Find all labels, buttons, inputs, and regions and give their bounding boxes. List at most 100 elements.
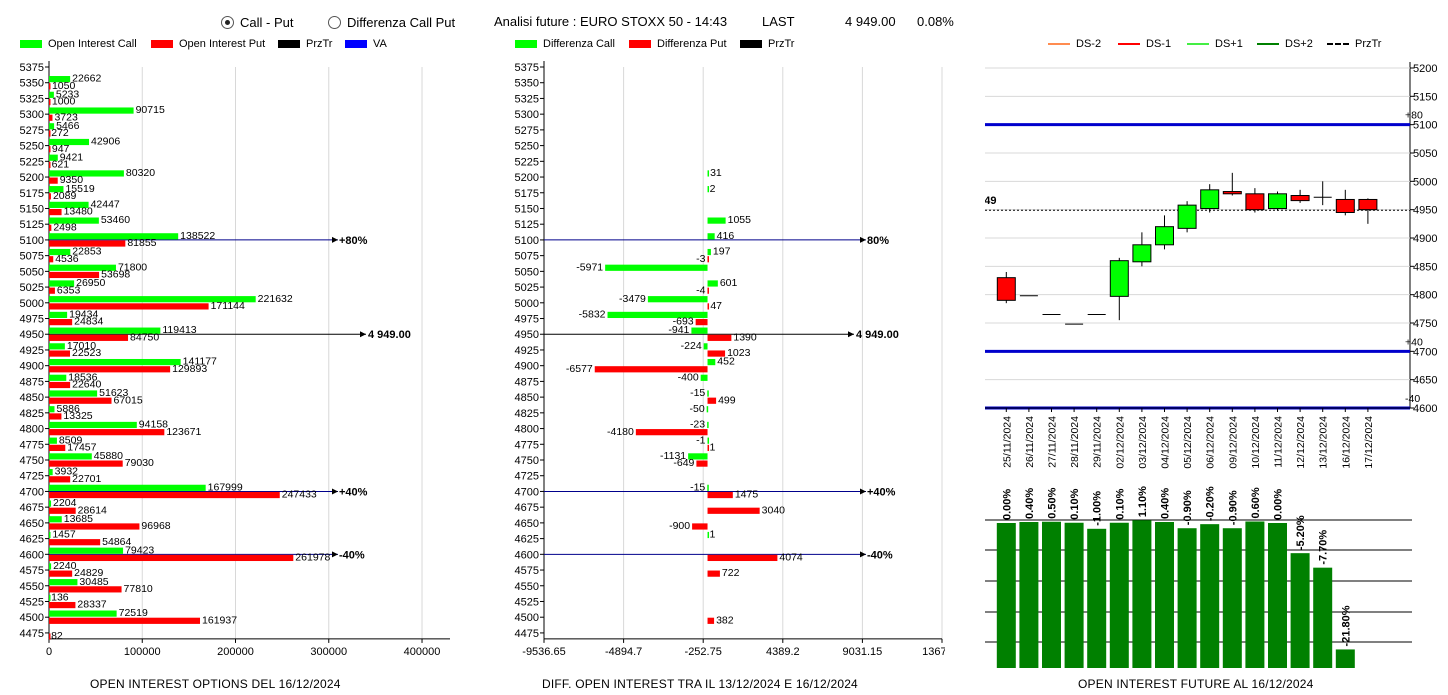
candle-body — [1177, 204, 1197, 229]
strike-label: 4975 — [20, 314, 44, 326]
va-label: 80% — [867, 235, 889, 247]
bar-value-label: 22662 — [72, 73, 101, 85]
date-label: 25/11/2024 — [1001, 416, 1013, 468]
bar-value-label: 1000 — [52, 96, 76, 108]
call-bar — [49, 563, 52, 570]
strike-label: 4850 — [20, 392, 44, 404]
strike-label: 4975 — [515, 314, 539, 326]
future-bar — [1290, 553, 1310, 668]
legend-item: DS+1 — [1187, 38, 1243, 50]
bar-value-label: 119413 — [162, 324, 196, 336]
put-bar — [707, 444, 710, 451]
call-bar — [707, 390, 709, 397]
legend-item: PrzTr — [1327, 38, 1381, 50]
put-bar — [49, 177, 58, 184]
call-bar — [49, 201, 89, 208]
bar-value-label: 22853 — [72, 246, 101, 258]
bar-value-label: 80320 — [126, 167, 155, 179]
strike-label: 4825 — [515, 408, 539, 420]
strike-label: 4700 — [20, 486, 44, 498]
legend-item: Open Interest Put — [151, 38, 265, 50]
call-bar — [49, 516, 62, 523]
call-bar — [707, 217, 726, 224]
bar-value-label: -23 — [690, 419, 705, 431]
bar-value-label: 9421 — [60, 151, 84, 163]
va-label: +40% — [339, 486, 368, 498]
date-label: 27/11/2024 — [1047, 416, 1059, 468]
bar-value-label: -3 — [696, 253, 705, 265]
bar-value-label: 1 — [710, 441, 716, 453]
bar-value-label: 51623 — [99, 387, 128, 399]
date-label: 12/12/2024 — [1295, 416, 1307, 469]
candle-body — [1290, 195, 1310, 202]
put-bar — [49, 208, 62, 216]
strike-label: 4725 — [515, 471, 539, 483]
strike-label: 4800 — [20, 424, 44, 436]
strike-label: 5100 — [20, 235, 44, 247]
put-bar — [49, 397, 112, 404]
strike-label: 4650 — [20, 518, 44, 530]
bar-value-label: 13685 — [64, 513, 93, 525]
bar-value-label: 79030 — [125, 457, 154, 469]
bar-value-label: 138522 — [180, 230, 215, 242]
strike-label: 4775 — [20, 439, 44, 451]
future-bar-label: -21.80% — [1340, 605, 1352, 646]
va-arrow-icon — [332, 488, 338, 495]
bar-value-label: 621 — [52, 159, 70, 171]
future-bar-label: 0.60% — [1250, 487, 1262, 518]
last-value: 4 949.00 — [845, 14, 896, 29]
legend-swatch — [740, 40, 762, 48]
strike-label: 4950 — [20, 329, 44, 341]
put-bar — [707, 303, 710, 310]
call-bar — [49, 484, 206, 491]
bar-value-label: -224 — [681, 340, 702, 352]
call-bar — [49, 579, 78, 586]
legend-label: DS+1 — [1215, 38, 1243, 50]
put-bar — [707, 617, 715, 624]
call-bar — [707, 531, 710, 539]
bar-value-label: 382 — [716, 614, 734, 626]
bar-value-label: 42447 — [91, 198, 120, 210]
bar-value-label: 722 — [722, 567, 740, 579]
future-oi-bar-chart: 0.00% 0.40% 0.50% 0.10% -1.00% 0.10% 1.10% 0.40… — [985, 486, 1412, 668]
x-tick-label: 13673.1 — [922, 646, 945, 658]
put-bar — [49, 366, 171, 373]
strike-label: 5000 — [20, 298, 44, 310]
legend-swatch — [1257, 43, 1279, 45]
date-label: 26/11/2024 — [1024, 416, 1036, 468]
bar-value-label: 28337 — [77, 599, 106, 611]
bar-value-label: 601 — [720, 277, 738, 289]
bar-value-label: 141177 — [183, 356, 217, 368]
legend-label: DS-1 — [1146, 38, 1172, 50]
put-bar — [594, 366, 708, 373]
bar-value-label: 261978 — [295, 552, 330, 564]
put-bar — [49, 476, 71, 483]
date-label: 04/12/2024 — [1160, 416, 1172, 469]
put-bar — [49, 256, 54, 263]
y-tick-label: 4900 — [1413, 233, 1437, 245]
future-bar-label: -0.90% — [1227, 490, 1239, 525]
strike-label: 4575 — [20, 565, 44, 577]
strike-label: 4900 — [20, 361, 44, 373]
future-bar — [996, 523, 1016, 668]
bar-value-label: -50 — [689, 403, 704, 415]
legend-item: DS-1 — [1118, 38, 1171, 50]
put-bar — [49, 161, 51, 169]
radio-call-put[interactable]: Call - Put — [221, 15, 293, 30]
radio-differenza[interactable]: Differenza Call Put — [328, 15, 455, 30]
strike-label: 5025 — [20, 282, 44, 294]
strike-label: 4675 — [515, 502, 539, 514]
call-bar — [707, 437, 710, 444]
change-value: 0.08% — [917, 14, 954, 29]
bar-value-label: 81855 — [127, 237, 156, 249]
call-bar — [49, 76, 71, 83]
strike-label: 5275 — [515, 125, 539, 137]
call-bar — [605, 264, 708, 271]
x-tick-label: -9536.65 — [522, 646, 565, 658]
future-bar-label: -0.90% — [1182, 490, 1194, 525]
call-bar — [707, 170, 710, 177]
put-bar — [707, 334, 732, 341]
strike-label: 4875 — [20, 376, 44, 388]
strike-label: 4750 — [20, 455, 44, 467]
date-label: 11/12/2024 — [1273, 416, 1285, 468]
